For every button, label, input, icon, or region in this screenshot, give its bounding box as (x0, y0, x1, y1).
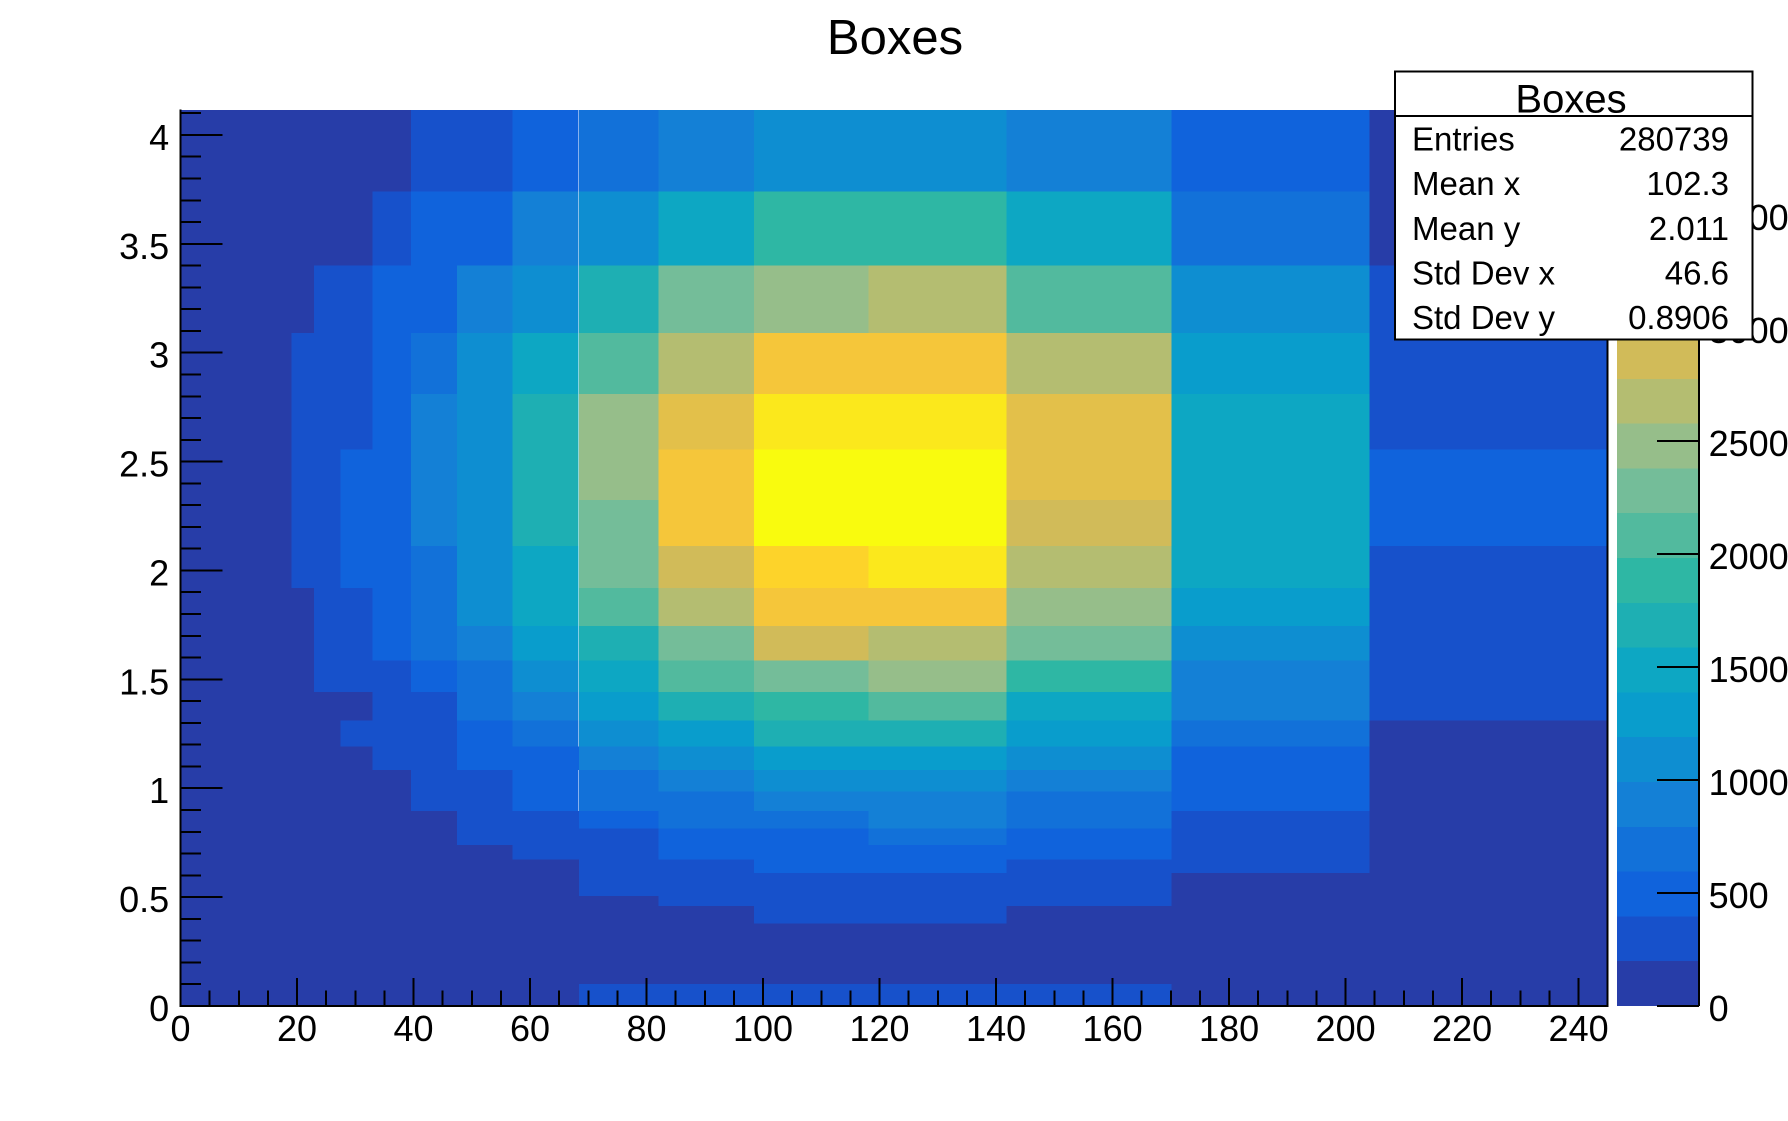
svg-text:220: 220 (1432, 1008, 1492, 1049)
svg-text:Boxes: Boxes (1515, 78, 1626, 122)
svg-text:1000: 1000 (1709, 762, 1788, 803)
svg-text:4: 4 (149, 117, 169, 158)
svg-text:40: 40 (393, 1008, 433, 1049)
svg-text:1500: 1500 (1709, 649, 1788, 690)
svg-text:0.8906: 0.8906 (1628, 299, 1729, 336)
svg-text:0.5: 0.5 (119, 879, 169, 920)
svg-text:3: 3 (149, 335, 169, 376)
svg-text:Std Dev y: Std Dev y (1412, 299, 1556, 336)
svg-text:2.011: 2.011 (1649, 210, 1729, 247)
svg-text:102.3: 102.3 (1646, 165, 1729, 202)
svg-text:Boxes: Boxes (827, 11, 963, 65)
svg-text:240: 240 (1549, 1008, 1609, 1049)
svg-text:3.5: 3.5 (119, 226, 169, 267)
svg-text:1.5: 1.5 (119, 661, 169, 702)
svg-text:Mean x: Mean x (1412, 165, 1521, 202)
svg-text:60: 60 (510, 1008, 550, 1049)
svg-text:2.5: 2.5 (119, 444, 169, 485)
svg-text:20: 20 (277, 1008, 317, 1049)
svg-text:0: 0 (170, 1008, 190, 1049)
svg-text:160: 160 (1083, 1008, 1143, 1049)
svg-text:Std Dev x: Std Dev x (1412, 254, 1556, 291)
svg-text:0: 0 (1709, 988, 1729, 1029)
svg-text:0: 0 (149, 988, 169, 1029)
svg-text:500: 500 (1709, 875, 1769, 916)
svg-text:46.6: 46.6 (1665, 254, 1729, 291)
svg-text:80: 80 (626, 1008, 666, 1049)
svg-text:2: 2 (149, 553, 169, 594)
svg-text:280739: 280739 (1619, 121, 1729, 158)
svg-text:Mean y: Mean y (1412, 210, 1521, 247)
svg-text:180: 180 (1199, 1008, 1259, 1049)
svg-text:140: 140 (966, 1008, 1026, 1049)
svg-text:100: 100 (733, 1008, 793, 1049)
svg-text:2500: 2500 (1709, 423, 1788, 464)
svg-text:120: 120 (849, 1008, 909, 1049)
svg-text:200: 200 (1316, 1008, 1376, 1049)
svg-text:1: 1 (149, 770, 169, 811)
svg-text:Entries: Entries (1412, 121, 1515, 158)
svg-text:2000: 2000 (1709, 536, 1788, 577)
